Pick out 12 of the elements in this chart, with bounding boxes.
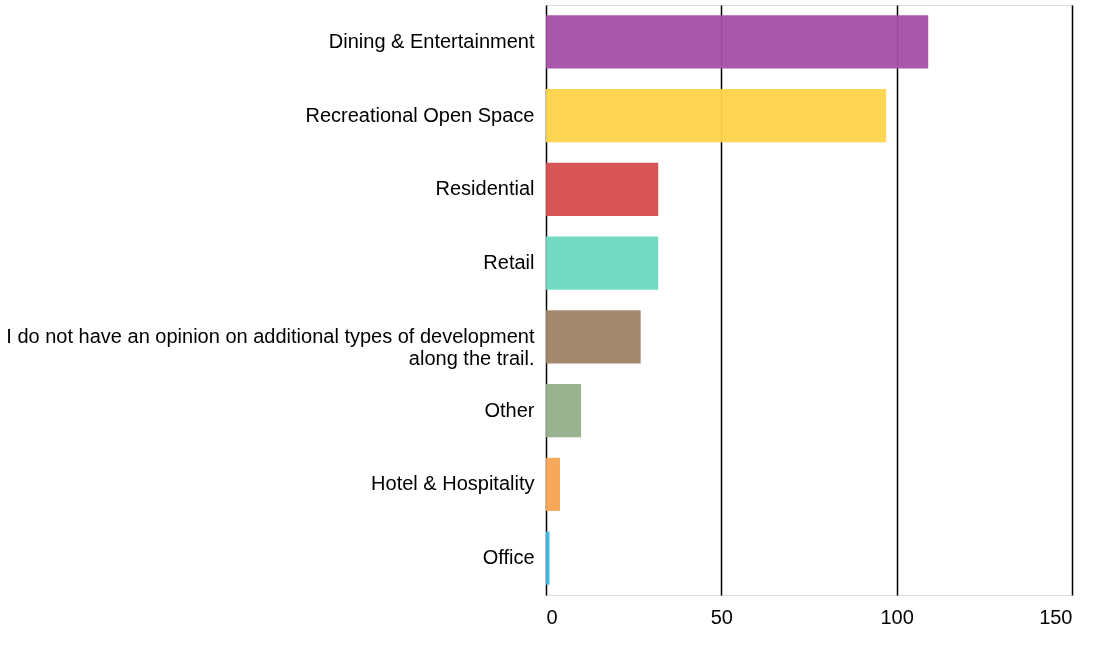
y-tick-label: Office <box>482 546 535 569</box>
y-tick-label: Dining & Entertainment <box>328 29 535 52</box>
x-tick-label: 0 <box>546 605 558 628</box>
y-tick-label: Retail <box>483 251 535 274</box>
x-tick-label: 50 <box>710 605 733 628</box>
y-tick-label: I do not have an opinion on additional types of development along the trail. <box>6 324 535 369</box>
y-tick-label: Hotel & Hospitality <box>371 472 535 495</box>
y-tick-label: Residential <box>435 177 535 200</box>
x-tick-label: 100 <box>880 605 914 628</box>
y-tick-label: Recreational Open Space <box>305 103 535 126</box>
y-tick-label: Other <box>484 398 535 421</box>
x-tick-label: 150 <box>1039 605 1073 628</box>
